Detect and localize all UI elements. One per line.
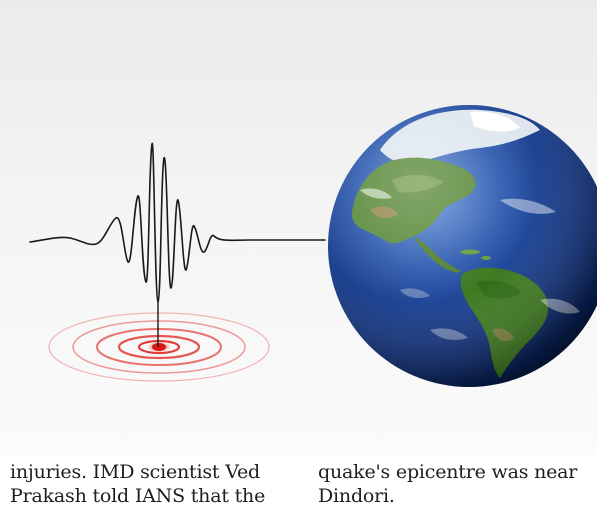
article-text-line: Prakash told IANS that the xyxy=(10,485,266,507)
article-text-line: quake's epicentre was near xyxy=(318,461,578,483)
seismograph-earth-illustration xyxy=(0,0,597,455)
epicentre-rings xyxy=(48,312,270,382)
epicentre-dot xyxy=(152,343,166,351)
article-text-line: Dindori. xyxy=(318,485,395,507)
earth-globe xyxy=(328,105,597,387)
article-photo xyxy=(0,0,597,455)
seismograph-waveform xyxy=(29,143,326,303)
article-column-right: quake's epicentre was near Dindori. xyxy=(318,460,588,508)
article-text-line: injuries. IMD scientist Ved xyxy=(10,461,260,483)
article-column-left: injuries. IMD scientist Ved Prakash told… xyxy=(10,460,280,508)
